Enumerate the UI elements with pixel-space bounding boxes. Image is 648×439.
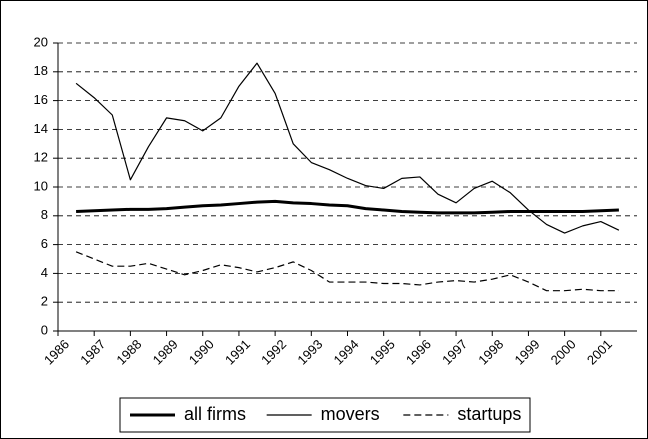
legend-label: startups	[457, 404, 521, 424]
y-tick-label: 8	[41, 207, 48, 222]
y-tick-label: 14	[34, 121, 48, 136]
legend-label: all firms	[184, 404, 246, 424]
y-tick-label: 2	[41, 294, 48, 309]
y-tick-label: 12	[34, 150, 48, 165]
y-tick-label: 10	[34, 178, 48, 193]
y-tick-label: 6	[41, 236, 48, 251]
series-line	[75, 62, 620, 234]
series-line	[75, 251, 619, 292]
legend-box	[119, 397, 531, 433]
series-line	[76, 199, 619, 215]
legend-label: movers	[321, 404, 380, 424]
y-tick-label: 4	[41, 265, 48, 280]
y-tick-label: 20	[34, 34, 48, 49]
y-tick-label: 16	[34, 92, 48, 107]
y-tick-label: 18	[34, 63, 48, 78]
y-tick-label: 0	[41, 322, 48, 337]
